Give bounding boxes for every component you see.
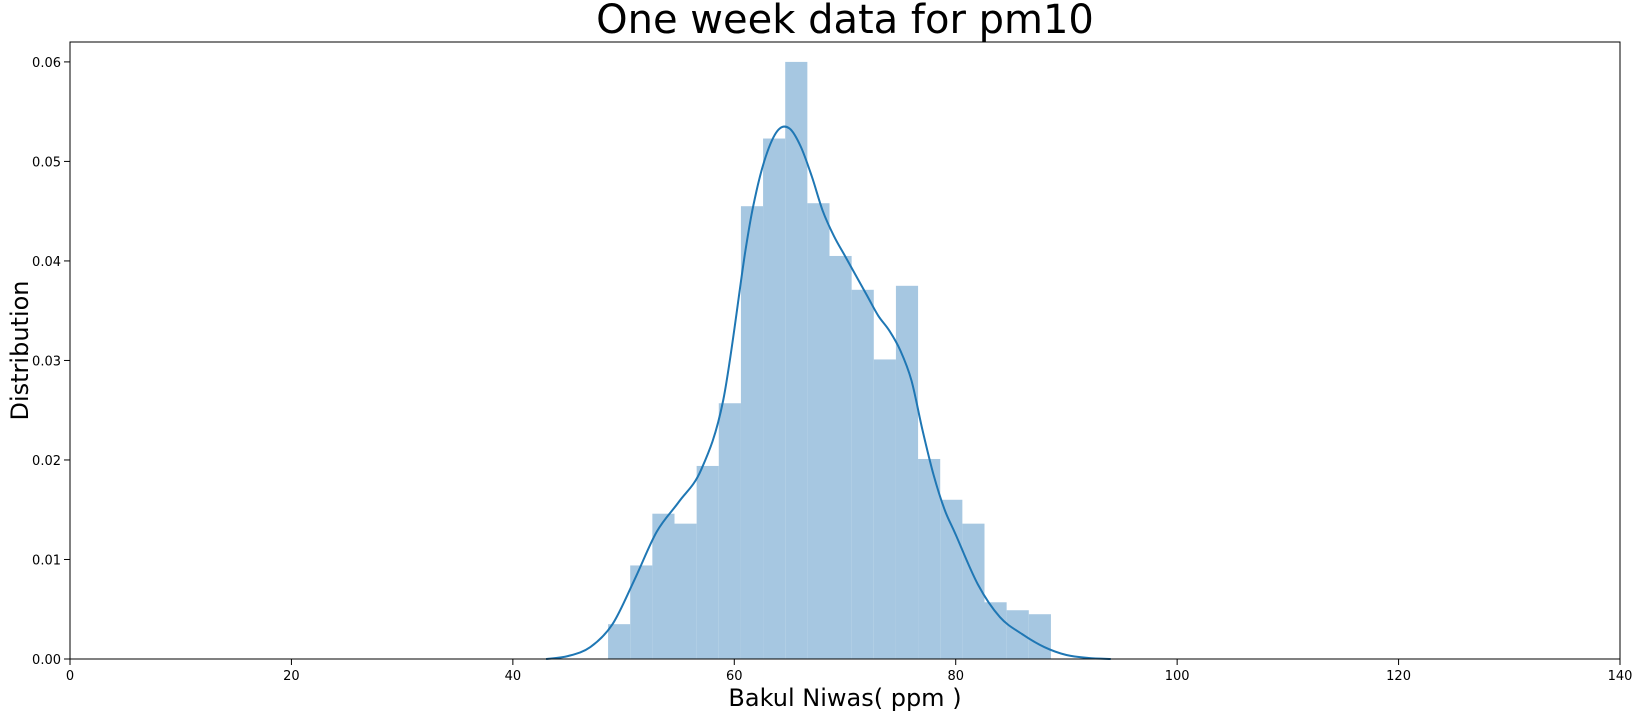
histogram-bar-7	[740, 206, 764, 660]
y-tick-label: 0.03	[32, 354, 61, 369]
histogram-bar-4	[674, 523, 697, 659]
y-tick-label: 0.00	[32, 653, 61, 668]
x-tick-label: 0	[66, 669, 74, 684]
histogram-bar-2	[630, 565, 653, 659]
histogram-bar-10	[807, 203, 830, 659]
kde-line	[545, 125, 1111, 660]
histogram-bar-13	[873, 359, 896, 659]
histogram-bar-3	[652, 513, 675, 659]
plot-frame	[69, 41, 1621, 660]
x-axis-title: Bakul Niwas( ppm )	[728, 684, 961, 711]
histogram-bar-1	[608, 624, 631, 659]
x-tick-label: 120	[1386, 669, 1411, 684]
x-tick-label: 60	[726, 669, 743, 684]
x-tick-label: 20	[283, 669, 300, 684]
histogram-bar-20	[1028, 614, 1051, 659]
x-axis: 0 20 40 60 80 100 120 140	[66, 659, 1633, 684]
x-tick-label: 40	[505, 669, 522, 684]
histogram-bar-8	[763, 138, 786, 659]
histogram-bar-15	[918, 458, 941, 659]
histogram-bar-17	[962, 523, 985, 659]
histogram-bar-5	[696, 465, 719, 659]
histogram-bar-18	[984, 602, 1007, 659]
x-tick-label: 80	[947, 669, 964, 684]
histogram-bar-19	[1006, 610, 1029, 659]
histogram-bar-12	[851, 289, 874, 659]
histogram-bar-14	[895, 285, 919, 659]
y-axis-title: Distribution	[6, 280, 34, 420]
y-tick-label: 0.05	[32, 155, 61, 170]
y-tick-label: 0.04	[32, 255, 61, 270]
histogram-bars	[608, 61, 1051, 660]
histogram-bar-11	[829, 255, 852, 660]
y-tick-label: 0.02	[32, 454, 61, 469]
y-tick-label: 0.06	[32, 56, 61, 71]
x-tick-label: 100	[1165, 669, 1190, 684]
x-tick-label: 140	[1608, 669, 1633, 684]
kde-layer	[545, 125, 1111, 660]
histogram-bar-9	[785, 61, 808, 660]
chart-title: One week data for pm10	[596, 0, 1094, 43]
y-tick-label: 0.01	[32, 553, 61, 568]
y-axis: 0.00 0.01 0.02 0.03 0.04 0.05 0.06	[32, 56, 70, 668]
histogram-bar-6	[718, 403, 741, 659]
